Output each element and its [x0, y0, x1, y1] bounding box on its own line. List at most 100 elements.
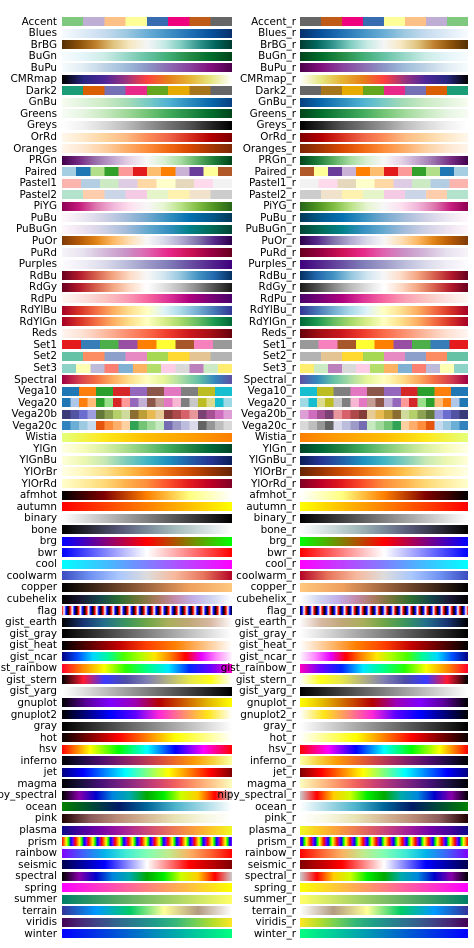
- colormap-label: Greys_r: [256, 119, 296, 132]
- colormap-bar: [300, 155, 468, 165]
- colormap-bar: [300, 698, 468, 708]
- colormap-bar: [62, 63, 232, 73]
- colormap-bar: [300, 259, 468, 269]
- colormap-bar: [62, 317, 232, 327]
- colormap-bar: [300, 756, 468, 766]
- colormap-label: OrRd: [30, 131, 57, 143]
- colormap-label: RdYlBu: [20, 304, 57, 317]
- colormap-bar: [300, 213, 468, 223]
- colormap-label: gist_rainbow_r: [220, 662, 296, 675]
- colormap-label: PiYG_r: [263, 200, 296, 213]
- colormap-bar: [62, 559, 232, 569]
- colormap-label: Set2_r: [262, 350, 296, 363]
- colormap-bar: [62, 120, 232, 130]
- colormap-label: rainbow_r: [244, 847, 296, 860]
- colormap-bar: [62, 340, 232, 350]
- colormap-label: Wistia: [25, 431, 57, 444]
- colormap-bar: [300, 906, 468, 916]
- colormap-bar: [62, 848, 232, 858]
- colormap-label: gnuplot2_r: [240, 708, 296, 721]
- colormap-label: summer: [14, 893, 57, 906]
- colormap-bar: [300, 132, 468, 142]
- colormap-label: RdBu: [29, 269, 57, 282]
- colormap-label: BrBG: [30, 38, 57, 51]
- colormap-label: Accent_r: [251, 15, 296, 28]
- colormap-bar: [62, 825, 232, 835]
- colormap-label: PuBu: [30, 211, 57, 224]
- colormap-bar: [300, 421, 468, 431]
- colormap-bar: [300, 63, 468, 73]
- colormap-label: RdPu: [30, 292, 57, 305]
- colormap-bar: [300, 444, 468, 454]
- colormap-label: hsv: [38, 743, 57, 756]
- colormap-bar: [300, 328, 468, 338]
- colormap-label: RdYlGn_r: [248, 315, 296, 328]
- colormap-label: brg_r: [269, 535, 296, 548]
- colormap-label: PiYG: [33, 200, 57, 213]
- colormap-label: jet_r: [273, 766, 296, 779]
- colormap-bar: [62, 894, 232, 904]
- colormap-bar: [300, 594, 468, 604]
- colormap-label: copper_r: [250, 581, 296, 594]
- colormap-label: Greys: [26, 119, 57, 132]
- colormap-bar: [300, 178, 468, 188]
- colormap-bar: [300, 386, 468, 396]
- colormap-bar: [62, 86, 232, 96]
- colormap-bar: [62, 178, 232, 188]
- colormap-label: magma_r: [246, 777, 296, 790]
- colormap-bar: [62, 479, 232, 488]
- colormap-bar: [62, 917, 232, 927]
- colormap-bar: [300, 167, 468, 177]
- colormap-bar: [62, 594, 232, 604]
- colormap-bar: [300, 479, 468, 488]
- colormap-bar: [300, 490, 468, 500]
- colormap-bar: [62, 837, 232, 847]
- colormap-label: terrain: [22, 904, 57, 917]
- colormap-bar: [62, 351, 232, 361]
- colormap-bar: [62, 455, 232, 465]
- colormap-label: Vega20c_r: [241, 419, 296, 432]
- colormap-label: gnuplot_r: [246, 696, 296, 709]
- colormap-label: GnBu: [28, 96, 57, 109]
- colormap-bar: [62, 513, 232, 523]
- colormap-bar: [62, 663, 232, 673]
- colormap-bar: [300, 40, 468, 50]
- colormap-bar: [300, 675, 468, 685]
- colormap-label: RdBu_r: [259, 269, 296, 282]
- colormap-bar: [300, 536, 468, 546]
- colormap-bar: [300, 190, 468, 200]
- colormap-bar: [300, 779, 468, 789]
- colormap-label: nipy_spectral: [0, 789, 57, 802]
- colormap-bar: [62, 51, 232, 61]
- colormap-bar: [62, 109, 232, 119]
- colormap-label: YlOrBr_r: [253, 465, 296, 478]
- colormap-label: Blues: [28, 27, 57, 40]
- colormap-bar: [300, 837, 468, 847]
- colormap-bar: [300, 17, 468, 26]
- colormap-bar: [62, 813, 232, 823]
- colormap-bar: [300, 201, 468, 211]
- colormap-label: RdYlBu_r: [249, 304, 296, 317]
- colormap-label: gist_rainbow: [0, 662, 57, 675]
- colormap-bar: [62, 432, 232, 442]
- colormap-bar: [300, 86, 468, 96]
- colormap-label: YlGnBu_r: [248, 454, 296, 467]
- colormap-bar: [300, 606, 468, 616]
- colormap-label: Set3: [33, 362, 57, 374]
- colormap-bar: [300, 340, 468, 350]
- colormap-label: autumn_r: [246, 500, 296, 513]
- colormap-bar: [62, 871, 232, 881]
- colormap-label: Wistia_r: [254, 431, 296, 444]
- colormap-label: gray: [33, 720, 57, 733]
- colormap-label: Vega20: [18, 396, 57, 409]
- colormap-bar: [300, 571, 468, 581]
- colormap-label: Pastel1_r: [248, 177, 296, 190]
- colormap-bar: [62, 224, 232, 234]
- colormap-bar: [300, 144, 468, 154]
- colormap-label: PuBuGn_r: [245, 223, 297, 236]
- colormap-label: hot_r: [269, 731, 296, 744]
- colormap-bar: [62, 779, 232, 789]
- colormap-bar: [300, 74, 468, 84]
- colormap-label: spring_r: [254, 881, 296, 894]
- colormap-label: Dark2: [25, 84, 57, 97]
